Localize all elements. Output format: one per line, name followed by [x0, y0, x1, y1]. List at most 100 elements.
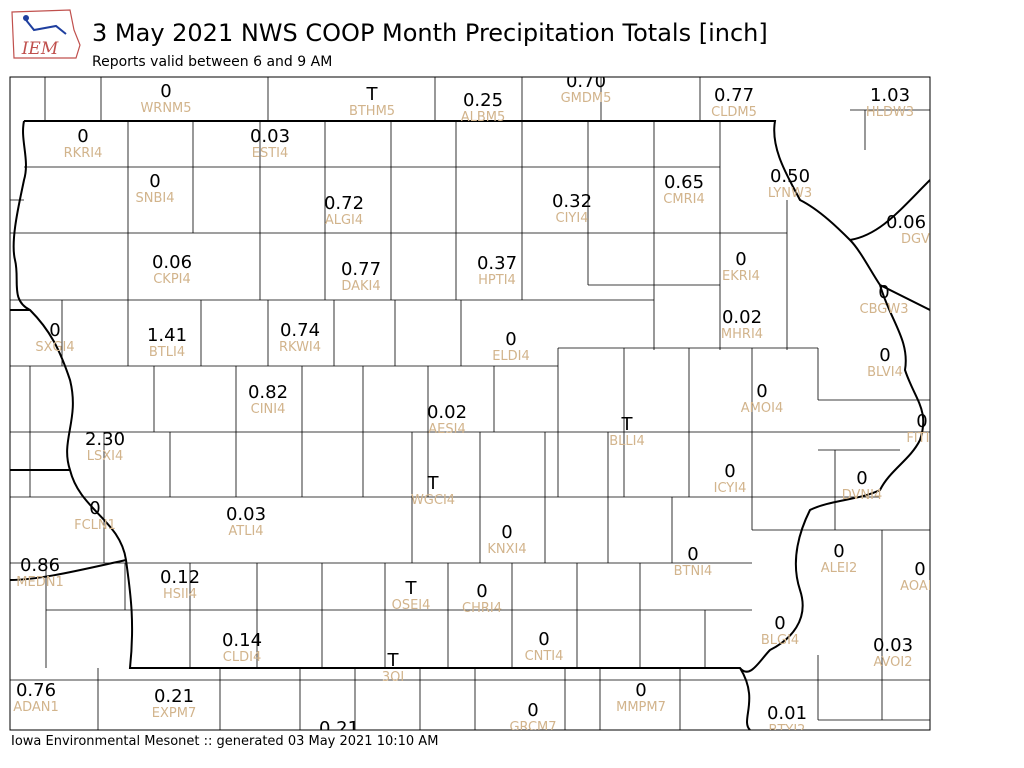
map: [10, 77, 930, 730]
station-id: LSXI4: [87, 449, 124, 464]
station-id: SXGI4: [35, 340, 74, 355]
station-id: AESI4: [428, 422, 465, 437]
station-value: 0: [756, 381, 767, 402]
station-value: 0.14: [222, 630, 262, 651]
station-value: 0: [501, 522, 512, 543]
station-value: 1.41: [147, 325, 187, 346]
station-value: 0: [724, 461, 735, 482]
county-lines: [10, 77, 930, 730]
station-id: SNBI4: [136, 191, 175, 206]
station-id: CMRI4: [663, 192, 704, 207]
logo: IEM: [11, 9, 81, 59]
station-id: CIYI4: [556, 211, 589, 226]
station-value: 0.77: [341, 259, 381, 280]
station-id: BTHM5: [349, 104, 395, 119]
station-value: 0: [160, 81, 171, 102]
station-value: 0.50: [770, 166, 810, 187]
station-value: 0: [635, 680, 646, 701]
station-id: EXPM7: [152, 706, 196, 721]
station-id: ALEI2: [821, 561, 857, 576]
station-value: T: [366, 84, 379, 105]
station-id: LYNW3: [768, 186, 812, 201]
station-value: 0.03: [250, 126, 290, 147]
station-value: 0: [856, 468, 867, 489]
station-value: 0: [505, 329, 516, 350]
station-value: 0.01: [767, 703, 807, 724]
footer: Iowa Environmental Mesonet :: generated …: [11, 734, 438, 749]
station-id: HSII4: [163, 587, 197, 602]
station-value: 0.37: [477, 253, 517, 274]
logo-text: IEM: [21, 39, 59, 59]
station-id: OSEI4: [392, 598, 431, 613]
station-value: 0: [89, 498, 100, 519]
station-id: CBGW3: [860, 302, 909, 317]
station-id: CLDM5: [711, 105, 757, 120]
station-value: 0.82: [248, 382, 288, 403]
station-value: 0.02: [427, 402, 467, 423]
station-value: T: [621, 414, 634, 435]
station-value: T: [387, 650, 400, 671]
station-id: DGVW3: [901, 232, 951, 247]
station-id: AMOI4: [741, 401, 783, 416]
station-id: BLVI4: [867, 365, 903, 380]
station-value: 1.03: [870, 85, 910, 106]
station-value: 0.76: [16, 680, 56, 701]
station-id: BLLI4: [609, 434, 645, 449]
station-value: 0: [527, 700, 538, 721]
title: 3 May 2021 NWS COOP Month Precipitation …: [92, 19, 768, 47]
station-id: ELDI4: [492, 349, 530, 364]
station-value: 0.25: [463, 90, 503, 111]
station-id: ALGI4: [325, 213, 363, 228]
station-value: 0: [149, 171, 160, 192]
station-value: 0.72: [324, 193, 364, 214]
station-value: 0: [49, 320, 60, 341]
station-id: ESTI4: [252, 146, 289, 161]
station-id: HPTI4: [478, 273, 516, 288]
station-id: ADAN1: [13, 700, 59, 715]
station-id: CINI4: [251, 402, 286, 417]
station-value: 0.70: [566, 71, 606, 92]
station-id: RKWI4: [279, 340, 321, 355]
station-value: 0: [538, 629, 549, 650]
station-value: 0: [774, 613, 785, 634]
station-value: T: [405, 578, 418, 599]
station-id: 3OI: [382, 670, 404, 685]
station-id: CKPI4: [153, 272, 191, 287]
station-id: GMDM5: [561, 91, 612, 106]
station-id: MMPM7: [616, 700, 666, 715]
station-id: WRNM5: [140, 101, 191, 116]
station-value: T: [427, 473, 440, 494]
station-id: AVOI2: [873, 655, 912, 670]
station-value: 0: [687, 544, 698, 565]
station-value: 0.03: [226, 504, 266, 525]
station-value: 0.06: [152, 252, 192, 273]
station-value: 0.32: [552, 191, 592, 212]
station-value: 0: [879, 345, 890, 366]
station-value: 0: [476, 581, 487, 602]
station-value: 0.12: [160, 567, 200, 588]
station-id: DVNI4: [842, 488, 883, 503]
station-value: 0: [833, 541, 844, 562]
station-value: 0.03: [873, 635, 913, 656]
station-id: MEDN1: [16, 575, 63, 590]
station-id: FCLN1: [74, 518, 116, 533]
map-frame: [9, 76, 931, 731]
station-value: 0.77: [714, 85, 754, 106]
station-value: 0: [77, 126, 88, 147]
station-id: ICYI4: [714, 481, 747, 496]
station-value: 0: [916, 411, 927, 432]
state-borders: [10, 120, 930, 730]
station-value: 0.65: [664, 172, 704, 193]
station-value: 0.06: [886, 212, 926, 233]
station-id: WGCI4: [411, 493, 455, 508]
station-value: 0.21: [319, 718, 359, 739]
station-id: ATLI4: [228, 524, 263, 539]
station-value: 0.86: [20, 555, 60, 576]
station-id: MHRI4: [721, 327, 763, 342]
station-id: CHRI4: [462, 601, 502, 616]
station-id: KNXI4: [487, 542, 526, 557]
station-value: 2.30: [85, 429, 125, 450]
station-id: FITI2: [906, 431, 937, 446]
station-value: 0: [878, 282, 889, 303]
